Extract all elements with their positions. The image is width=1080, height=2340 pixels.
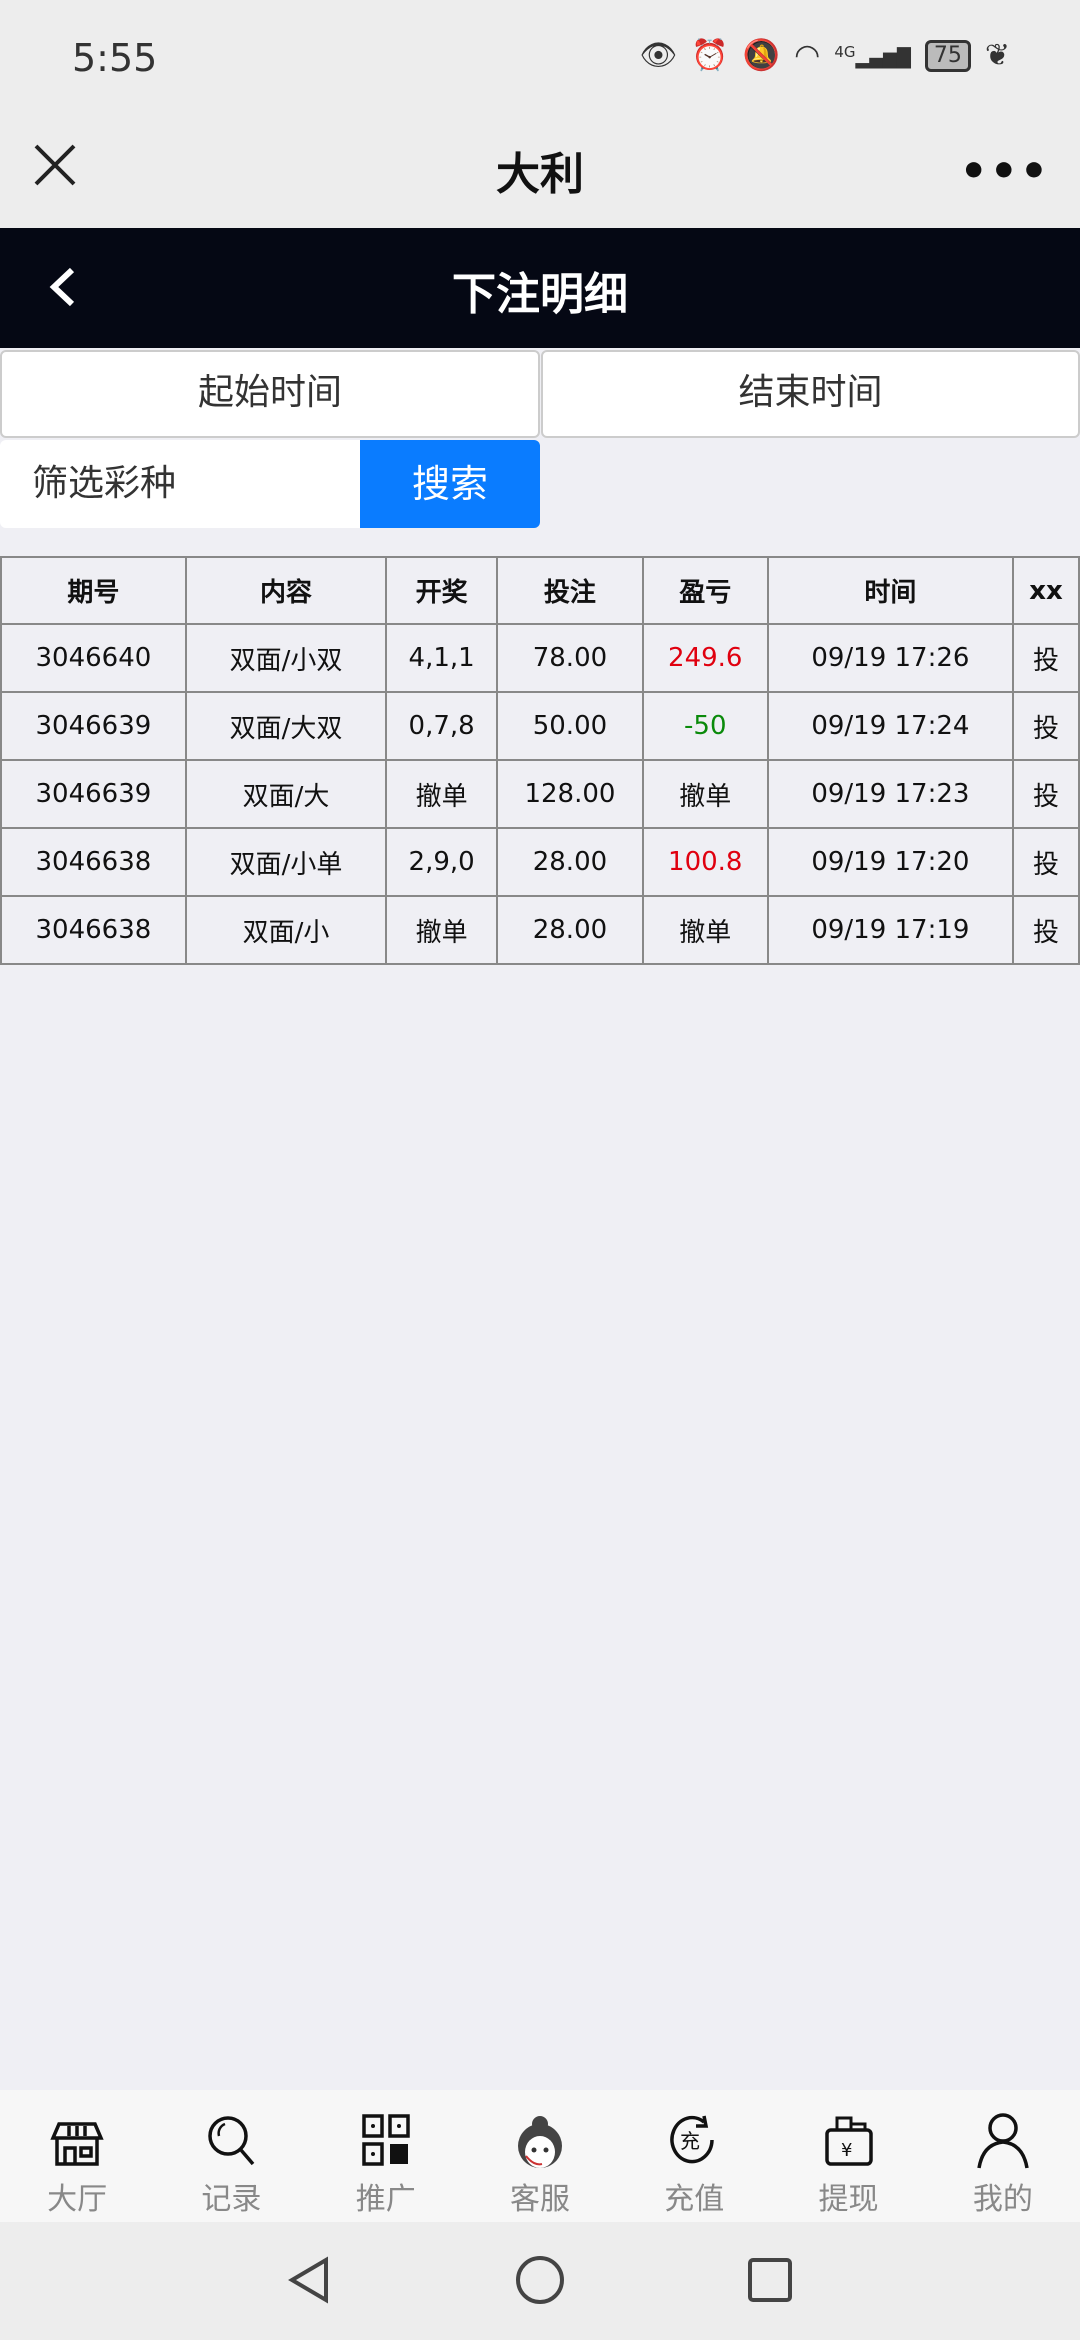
profit-loss-cell: 249.6 bbox=[641, 623, 769, 693]
search-button[interactable]: 搜索 bbox=[360, 440, 540, 528]
nav-item-label: 记录 bbox=[201, 2182, 262, 2217]
qr-code-icon bbox=[361, 2114, 410, 2166]
svg-text:充: 充 bbox=[680, 2129, 700, 2153]
time-cell: 09/19 17:26 bbox=[766, 623, 1015, 693]
action-cell[interactable]: 投 bbox=[1012, 623, 1080, 693]
col-bet: 投注 bbox=[496, 556, 644, 625]
col-issue: 期号 bbox=[0, 556, 187, 625]
nav-item-label: 大厅 bbox=[47, 2182, 108, 2217]
draw-cell: 0,7,8 bbox=[385, 691, 499, 761]
col-content: 内容 bbox=[184, 556, 388, 625]
eye-icon: 👁 bbox=[639, 38, 678, 73]
table-row[interactable]: 3046639 双面/大双 0,7,8 50.00 -50 09/19 17:24 投 bbox=[0, 691, 1080, 761]
leaf-icon: ❦ bbox=[984, 38, 1010, 73]
content-cell: 双面/小 bbox=[184, 895, 388, 965]
content-cell: 双面/小双 bbox=[184, 623, 388, 693]
profit-loss-cell: 100.8 bbox=[641, 827, 769, 897]
bet-cell: 28.00 bbox=[496, 895, 644, 965]
close-icon[interactable] bbox=[30, 140, 80, 190]
customer-service-icon bbox=[517, 2116, 562, 2168]
table-row[interactable]: 3046638 双面/小 撤单 28.00 撤单 09/19 17:19 投 bbox=[0, 895, 1080, 965]
draw-cell: 2,9,0 bbox=[385, 827, 499, 897]
status-bar: 5:55 👁 ⏰ 🔕 ◠ 4G▂▄▆█ 75 ❦ bbox=[0, 0, 1080, 110]
content-cell: 双面/大 bbox=[184, 759, 388, 829]
issue-cell: 3046639 bbox=[0, 759, 187, 829]
table-row[interactable]: 3046640 双面/小双 4,1,1 78.00 249.6 09/19 17:26 投 bbox=[0, 623, 1080, 693]
battery-icon: 75 bbox=[924, 39, 971, 72]
time-cell: 09/19 17:24 bbox=[766, 691, 1015, 761]
user-icon bbox=[977, 2113, 1029, 2169]
action-cell[interactable]: 投 bbox=[1012, 895, 1080, 965]
time-cell: 09/19 17:23 bbox=[766, 759, 1015, 829]
system-back-icon[interactable] bbox=[282, 2252, 338, 2308]
nav-item-label: 我的 bbox=[972, 2182, 1033, 2217]
profit-loss-cell: 撤单 bbox=[641, 895, 769, 965]
svg-text:¥: ¥ bbox=[841, 2140, 852, 2161]
profit-loss-cell: -50 bbox=[641, 691, 769, 761]
bet-cell: 50.00 bbox=[496, 691, 644, 761]
start-time-button[interactable]: 起始时间 bbox=[0, 350, 540, 438]
col-action: xx bbox=[1012, 556, 1080, 625]
bottom-nav: 大厅 记录 推广 客服 充充值 ¥ 提现 我的 bbox=[0, 2090, 1080, 2222]
nav-item-label: 充值 bbox=[664, 2182, 725, 2217]
wifi-icon: ◠ bbox=[794, 38, 821, 73]
action-cell[interactable]: 投 bbox=[1012, 827, 1080, 897]
page-title: 下注明细 bbox=[452, 269, 628, 320]
col-draw: 开奖 bbox=[385, 556, 499, 625]
nav-item-0[interactable]: 大厅 bbox=[0, 2090, 154, 2222]
mute-icon: 🔕 bbox=[742, 38, 781, 73]
nav-item-4[interactable]: 充充值 bbox=[617, 2090, 771, 2222]
draw-cell: 撤单 bbox=[385, 895, 499, 965]
action-cell[interactable]: 投 bbox=[1012, 759, 1080, 829]
nav-item-label: 提现 bbox=[818, 2182, 879, 2217]
bet-cell: 78.00 bbox=[496, 623, 644, 693]
nav-item-1[interactable]: 记录 bbox=[154, 2090, 308, 2222]
issue-cell: 3046638 bbox=[0, 827, 187, 897]
wallet-icon: ¥ bbox=[824, 2116, 873, 2166]
bet-cell: 128.00 bbox=[496, 759, 644, 829]
content-cell: 双面/小单 bbox=[184, 827, 388, 897]
end-time-button[interactable]: 结束时间 bbox=[541, 350, 1080, 438]
issue-cell: 3046640 bbox=[0, 623, 187, 693]
app-title: 大利 bbox=[496, 149, 584, 200]
time-cell: 09/19 17:19 bbox=[766, 895, 1015, 965]
nav-item-label: 推广 bbox=[355, 2182, 416, 2217]
nav-item-2[interactable]: 推广 bbox=[309, 2090, 463, 2222]
bet-table: 期号 内容 开奖 投注 盈亏 时间 xx 3046640 双面/小双 4,1,1 78… bbox=[0, 556, 1080, 965]
draw-cell: 撤单 bbox=[385, 759, 499, 829]
action-cell[interactable]: 投 bbox=[1012, 691, 1080, 761]
nav-item-6[interactable]: 我的 bbox=[926, 2090, 1080, 2222]
lottery-filter-select[interactable]: 筛选彩种 bbox=[0, 440, 360, 528]
nav-item-3[interactable]: 客服 bbox=[463, 2090, 617, 2222]
bet-cell: 28.00 bbox=[496, 827, 644, 897]
app-titlebar: 大利 ••• bbox=[0, 110, 1080, 228]
alarm-icon: ⏰ bbox=[691, 38, 729, 73]
system-nav-bar bbox=[0, 2222, 1080, 2340]
issue-cell: 3046638 bbox=[0, 895, 187, 965]
recharge-icon: 充 bbox=[670, 2115, 715, 2164]
more-options-icon[interactable]: ••• bbox=[959, 146, 1050, 197]
status-time: 5:55 bbox=[72, 36, 158, 80]
content-cell: 双面/大双 bbox=[184, 691, 388, 761]
system-home-icon[interactable] bbox=[512, 2252, 568, 2308]
table-row[interactable]: 3046638 双面/小单 2,9,0 28.00 100.8 09/19 17:20 投 bbox=[0, 827, 1080, 897]
signal-icon: 4G▂▄▆█ bbox=[834, 42, 911, 69]
nav-item-label: 客服 bbox=[509, 2182, 570, 2217]
col-time: 时间 bbox=[766, 556, 1015, 625]
issue-cell: 3046639 bbox=[0, 691, 187, 761]
back-icon[interactable] bbox=[44, 262, 84, 312]
table-header-row: 期号 内容 开奖 投注 盈亏 时间 xx bbox=[0, 556, 1080, 625]
page-header: 下注明细 bbox=[0, 228, 1080, 348]
profit-loss-cell: 撤单 bbox=[641, 759, 769, 829]
system-recents-icon[interactable] bbox=[742, 2252, 798, 2308]
table-row[interactable]: 3046639 双面/大 撤单 128.00 撤单 09/19 17:23 投 bbox=[0, 759, 1080, 829]
time-cell: 09/19 17:20 bbox=[766, 827, 1015, 897]
col-profit-loss: 盈亏 bbox=[641, 556, 769, 625]
nav-item-5[interactable]: ¥ 提现 bbox=[771, 2090, 925, 2222]
store-icon bbox=[50, 2122, 104, 2166]
search-icon bbox=[208, 2116, 255, 2166]
draw-cell: 4,1,1 bbox=[385, 623, 499, 693]
